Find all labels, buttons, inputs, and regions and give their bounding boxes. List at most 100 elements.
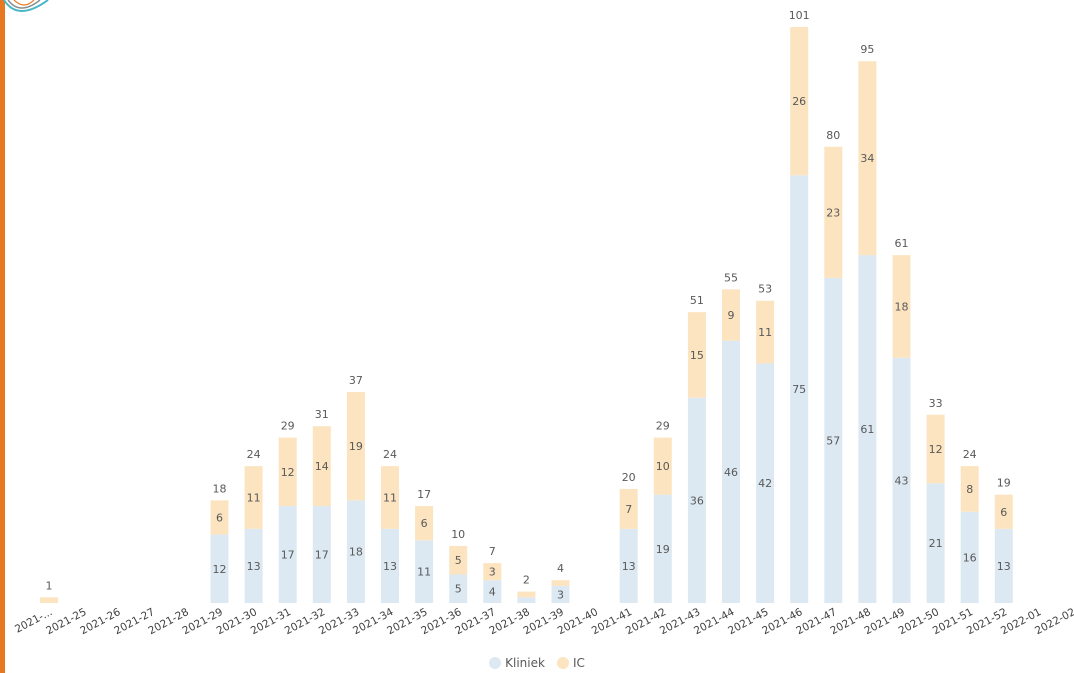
- total-label: 37: [349, 374, 363, 387]
- bar-segment-ic: [858, 61, 877, 256]
- bar-segment-kliniek: [790, 175, 809, 603]
- total-label: 31: [315, 408, 329, 421]
- bar-segment-kliniek: [517, 597, 536, 603]
- bar-segment-ic: [756, 300, 775, 364]
- data-label-kliniek: 13: [997, 560, 1011, 573]
- data-label-kliniek: 17: [315, 549, 329, 562]
- total-label: 24: [247, 448, 261, 461]
- bar-segment-ic: [551, 580, 570, 586]
- total-label: 2: [523, 574, 530, 587]
- data-label-ic: 18: [895, 300, 909, 313]
- data-label-ic: 11: [383, 491, 397, 504]
- legend: Kliniek IC: [0, 654, 1074, 672]
- data-label-ic: 6: [216, 511, 223, 524]
- legend-swatch-ic: [556, 657, 569, 669]
- total-label: 1: [46, 579, 53, 592]
- total-label: 101: [789, 9, 810, 22]
- legend-item-kliniek: Kliniek: [489, 656, 545, 670]
- total-label: 7: [489, 545, 496, 558]
- total-label: 29: [281, 420, 295, 433]
- bar-segment-ic: [960, 466, 979, 512]
- data-label-ic: 12: [281, 466, 295, 479]
- data-label-kliniek: 17: [281, 549, 295, 562]
- data-label-ic: 26: [792, 95, 806, 108]
- bar-segment-kliniek: [415, 540, 434, 603]
- data-label-kliniek: 75: [792, 383, 806, 396]
- bar-segment-kliniek: [960, 511, 979, 603]
- data-label-ic: 12: [929, 443, 943, 456]
- data-label-ic: 7: [625, 503, 632, 516]
- data-label-kliniek: 16: [963, 551, 977, 564]
- data-label-kliniek: 4: [489, 586, 496, 599]
- data-label-kliniek: 11: [417, 566, 431, 579]
- bar-segment-ic: [653, 437, 672, 495]
- data-label-kliniek: 3: [557, 588, 564, 601]
- bar-segment-kliniek: [756, 363, 775, 603]
- bar-segment-ic: [994, 494, 1013, 529]
- total-label: 53: [758, 283, 772, 296]
- bar-segment-ic: [346, 391, 365, 501]
- segment-labels-layer: 1261311171217141819131111655433137191036…: [213, 95, 1011, 601]
- bar-segment-kliniek: [312, 506, 331, 603]
- legend-swatch-kliniek: [489, 657, 502, 669]
- data-label-ic: 23: [826, 206, 840, 219]
- data-label-kliniek: 43: [895, 474, 909, 487]
- data-label-kliniek: 21: [929, 537, 943, 550]
- left-accent-bar: [0, 0, 5, 673]
- bar-segment-kliniek: [381, 528, 399, 603]
- legend-item-ic: IC: [556, 656, 585, 670]
- data-label-ic: 6: [1000, 506, 1007, 519]
- total-label: 29: [656, 420, 670, 433]
- bar-segment-ic: [312, 426, 331, 507]
- bar-segment-ic: [483, 563, 502, 581]
- bar-segment-ic: [824, 146, 843, 278]
- data-label-ic: 8: [966, 483, 973, 496]
- data-label-kliniek: 57: [826, 434, 840, 447]
- data-label-kliniek: 61: [860, 423, 874, 436]
- bar-segment-ic: [381, 466, 399, 529]
- bar-segment-ic: [244, 466, 263, 529]
- total-label: 80: [826, 129, 840, 142]
- total-label: 24: [963, 448, 977, 461]
- data-label-kliniek: 13: [383, 560, 397, 573]
- bar-segment-kliniek: [892, 357, 911, 603]
- data-label-kliniek: 5: [455, 583, 462, 596]
- data-label-ic: 9: [728, 309, 735, 322]
- corner-logo: [3, 0, 49, 12]
- data-label-ic: 11: [758, 326, 772, 339]
- bar-segment-ic: [40, 597, 58, 603]
- data-label-kliniek: 36: [690, 494, 704, 507]
- bar-segment-kliniek: [244, 528, 263, 603]
- data-label-ic: 34: [860, 152, 874, 165]
- bar-segment-kliniek: [653, 494, 672, 603]
- data-label-kliniek: 19: [656, 543, 670, 556]
- bar-segment-kliniek: [994, 528, 1013, 603]
- bar-segment-ic: [278, 437, 297, 507]
- data-label-ic: 15: [690, 349, 704, 362]
- total-label: 33: [929, 397, 943, 410]
- total-label: 17: [417, 488, 431, 501]
- bar-segment-kliniek: [858, 255, 877, 603]
- total-label: 19: [997, 477, 1011, 490]
- data-label-kliniek: 18: [349, 546, 363, 559]
- bar-segment-kliniek: [483, 580, 502, 603]
- stacked-bar-chart: 1261311171217141819131111655433137191036…: [13, 9, 1074, 637]
- bar-segment-kliniek: [210, 534, 229, 603]
- data-label-ic: 6: [421, 517, 428, 530]
- data-label-kliniek: 13: [247, 560, 261, 573]
- data-label-ic: 10: [656, 460, 670, 473]
- bar-segment-kliniek: [824, 277, 843, 603]
- total-label: 24: [383, 448, 397, 461]
- data-label-kliniek: 13: [622, 560, 636, 573]
- data-label-kliniek: 46: [724, 466, 738, 479]
- total-label: 18: [213, 482, 227, 495]
- data-label-ic: 3: [489, 566, 496, 579]
- legend-label-kliniek: Kliniek: [505, 656, 545, 670]
- data-label-ic: 5: [455, 554, 462, 567]
- bar-segment-ic: [619, 488, 638, 529]
- bar-segment-kliniek: [278, 506, 297, 603]
- total-label: 95: [860, 43, 874, 56]
- x-tick-labels-layer: 2021-...2021-252021-262021-272021-282021…: [13, 606, 1074, 637]
- bar-segment-kliniek: [346, 500, 365, 603]
- total-label: 10: [451, 528, 465, 541]
